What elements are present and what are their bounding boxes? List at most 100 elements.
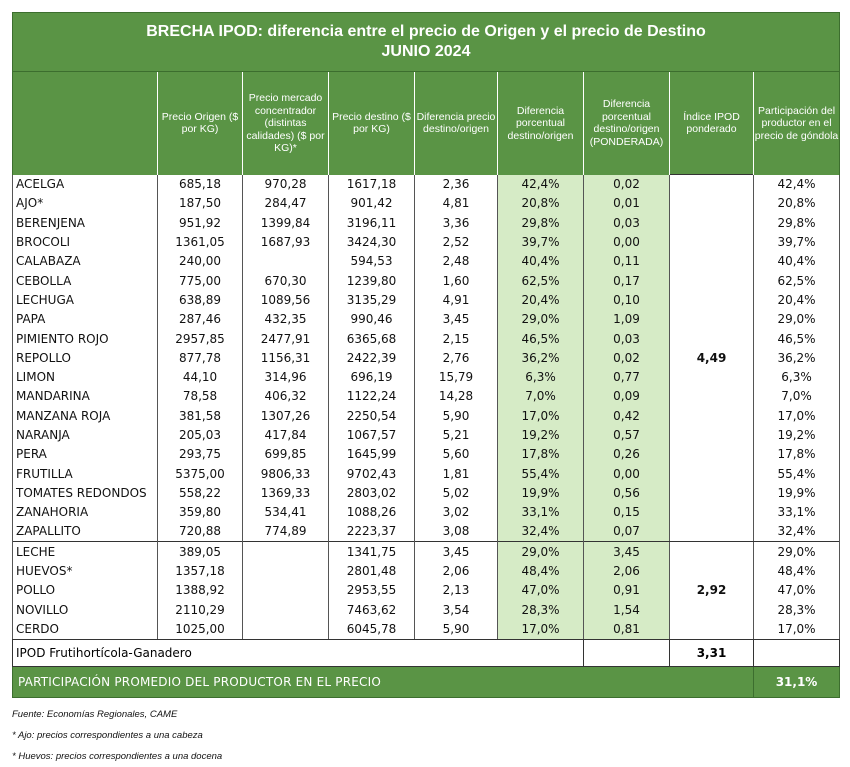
precio-destino-cell: 2803,02: [328, 483, 415, 503]
precio-origen-cell: 638,89: [157, 290, 243, 310]
precio-mercado-cell: 9806,33: [242, 463, 329, 484]
precio-mercado-cell: 670,30: [242, 270, 329, 291]
participacion-cell: 47,0%: [752, 580, 841, 601]
title-line-2: JUNIO 2024: [381, 43, 471, 60]
table-row: ZAPALLITO 720,88 774,89 2223,37 3,08 32,4% 0,0…: [12, 521, 841, 542]
diferencia-porcentual-cell: 39,7%: [497, 232, 584, 252]
diferencia-ponderada-cell: 0,00: [583, 463, 670, 484]
precio-origen-cell: 877,78: [157, 348, 243, 368]
precio-destino-cell: 2250,54: [328, 406, 415, 426]
precio-destino-cell: 2801,48: [328, 561, 415, 581]
diferencia-porcentual-cell: 47,0%: [497, 580, 584, 601]
diferencia-ponderada-cell: 0,01: [583, 193, 670, 214]
product-name-cell: ZANAHORIA: [12, 502, 158, 522]
diferencia-porcentual-cell: 55,4%: [497, 463, 584, 484]
table-row: BROCOLI 1361,05 1687,93 3424,30 2,52 39,7% 0,0…: [12, 232, 841, 252]
precio-mercado-cell: [242, 600, 329, 620]
diferencia-ponderada-cell: 1,54: [583, 600, 670, 620]
precio-destino-cell: 1239,80: [328, 270, 415, 291]
participacion-cell: 6,3%: [752, 367, 841, 387]
header-diferencia-ponderada: Diferencia porcentual destino/origen (PO…: [583, 71, 670, 175]
participacion-cell: 55,4%: [752, 463, 841, 484]
diferencia-ponderada-cell: 0,03: [583, 213, 670, 233]
precio-mercado-cell: 406,32: [242, 386, 329, 407]
product-name-cell: BERENJENA: [12, 213, 158, 233]
table-row: MANZANA ROJA 381,58 1307,26 2250,54 5,90 17,0…: [12, 406, 841, 426]
diferencia-porcentual-cell: 33,1%: [497, 502, 584, 522]
product-name-cell: ZAPALLITO: [12, 521, 158, 542]
diferencia-ponderada-cell: 0,11: [583, 251, 670, 271]
precio-destino-cell: 7463,62: [328, 600, 415, 620]
participacion-cell: 28,3%: [752, 600, 841, 620]
diferencia-precio-cell: 3,08: [414, 521, 498, 542]
table-row: LIMON 44,10 314,96 696,19 15,79 6,3% 0,77 6,3%: [12, 367, 841, 387]
diferencia-precio-cell: 2,13: [414, 580, 498, 601]
product-name-cell: AJO*: [12, 193, 158, 214]
participacion-cell: 39,7%: [752, 232, 841, 252]
table-row: CALABAZA 240,00 594,53 2,48 40,4% 0,11 40,4%: [12, 251, 841, 271]
table-row: LECHUGA 638,89 1089,56 3135,29 4,91 20,4% 0,10…: [12, 290, 841, 310]
precio-origen-cell: 2110,29: [157, 600, 243, 620]
diferencia-ponderada-cell: 0,07: [583, 521, 670, 542]
precio-origen-cell: 720,88: [157, 521, 243, 542]
diferencia-precio-cell: 3,45: [414, 541, 498, 562]
participacion-cell: 29,8%: [752, 213, 841, 233]
precio-origen-cell: 1361,05: [157, 232, 243, 252]
precio-mercado-cell: 417,84: [242, 425, 329, 445]
product-name-cell: LECHUGA: [12, 290, 158, 310]
diferencia-porcentual-cell: 48,4%: [497, 561, 584, 581]
diferencia-porcentual-cell: 19,9%: [497, 483, 584, 503]
footer-label: PARTICIPACIÓN PROMEDIO DEL PRODUCTOR EN …: [12, 665, 754, 698]
table-row: PIMIENTO ROJO 2957,85 2477,91 6365,68 2,15 46…: [12, 328, 841, 349]
diferencia-precio-cell: 5,21: [414, 425, 498, 445]
header-diferencia-porcentual: Diferencia porcentual destino/origen: [497, 71, 584, 175]
diferencia-ponderada-cell: 0,02: [583, 348, 670, 368]
diferencia-precio-cell: 3,45: [414, 309, 498, 329]
precio-destino-cell: 594,53: [328, 251, 415, 271]
diferencia-precio-cell: 5,90: [414, 619, 498, 640]
diferencia-precio-cell: 15,79: [414, 367, 498, 387]
header-participacion: Participación del productor en el precio…: [752, 71, 841, 175]
diferencia-ponderada-cell: 0,91: [583, 580, 670, 601]
diferencia-ponderada-cell: 0,26: [583, 444, 670, 464]
diferencia-porcentual-cell: 36,2%: [497, 348, 584, 368]
product-name-cell: NARANJA: [12, 425, 158, 445]
diferencia-ponderada-cell: 0,10: [583, 290, 670, 310]
precio-destino-cell: 1617,18: [328, 174, 415, 194]
precio-mercado-cell: [242, 251, 329, 271]
participacion-cell: 42,4%: [752, 174, 841, 194]
precio-destino-cell: 2953,55: [328, 580, 415, 601]
diferencia-ponderada-cell: 3,45: [583, 541, 670, 562]
table-row: REPOLLO 877,78 1156,31 2422,39 2,76 36,2% 0,02…: [12, 348, 841, 368]
precio-destino-cell: 1341,75: [328, 541, 415, 562]
product-name-cell: REPOLLO: [12, 348, 158, 368]
diferencia-precio-cell: 2,36: [414, 174, 498, 194]
table-row: AJO* 187,50 284,47 901,42 4,81 20,8% 0,01 20,8%: [12, 193, 841, 214]
table-row: NARANJA 205,03 417,84 1067,57 5,21 19,2% 0,57 1…: [12, 425, 841, 445]
header-indice-ipod: Índice IPOD ponderado: [669, 71, 754, 175]
precio-destino-cell: 9702,43: [328, 463, 415, 484]
participacion-cell: 48,4%: [752, 561, 841, 581]
precio-destino-cell: 3135,29: [328, 290, 415, 310]
note-ajo: * Ajo: precios correspondientes a una ca…: [12, 729, 203, 741]
precio-destino-cell: 1067,57: [328, 425, 415, 445]
diferencia-precio-cell: 2,48: [414, 251, 498, 271]
precio-origen-cell: 78,58: [157, 386, 243, 407]
diferencia-porcentual-cell: 6,3%: [497, 367, 584, 387]
precio-mercado-cell: 1399,84: [242, 213, 329, 233]
precio-origen-cell: 240,00: [157, 251, 243, 271]
precio-origen-cell: 293,75: [157, 444, 243, 464]
precio-destino-cell: 2422,39: [328, 348, 415, 368]
diferencia-precio-cell: 2,06: [414, 561, 498, 581]
table-row: PERA 293,75 699,85 1645,99 5,60 17,8% 0,26 17,8…: [12, 444, 841, 464]
precio-mercado-cell: 1687,93: [242, 232, 329, 252]
precio-mercado-cell: 699,85: [242, 444, 329, 464]
table-row: BERENJENA 951,92 1399,84 3196,11 3,36 29,8% 0,…: [12, 213, 841, 233]
diferencia-precio-cell: 5,90: [414, 406, 498, 426]
diferencia-ponderada-cell: 0,77: [583, 367, 670, 387]
column-headers: Precio Origen ($ por KG) Precio mercado …: [12, 71, 841, 175]
diferencia-precio-cell: 3,36: [414, 213, 498, 233]
product-name-cell: PIMIENTO ROJO: [12, 328, 158, 349]
product-name-cell: NOVILLO: [12, 600, 158, 620]
diferencia-precio-cell: 4,81: [414, 193, 498, 214]
